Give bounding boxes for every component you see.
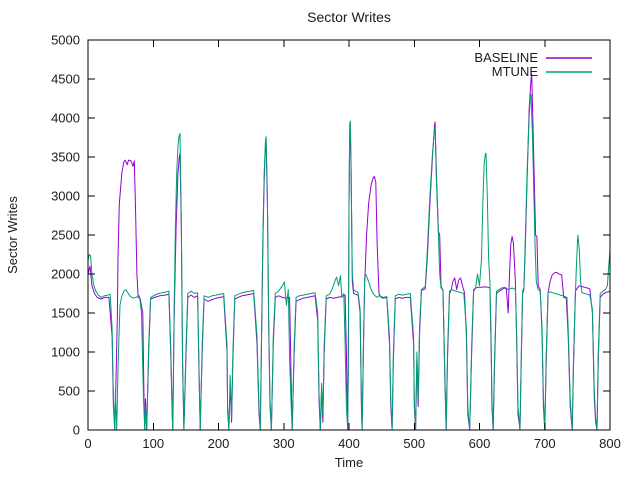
y-tick-label: 0 [73,423,80,438]
x-tick-label: 600 [469,436,491,451]
y-tick-label: 500 [58,384,80,399]
chart-title: Sector Writes [307,9,391,25]
legend-label-baseline: BASELINE [474,50,538,65]
x-tick-label: 0 [84,436,91,451]
y-tick-label: 2000 [51,267,80,282]
x-tick-label: 400 [338,436,360,451]
y-tick-label: 1500 [51,306,80,321]
y-axis-label: Sector Writes [5,196,20,274]
y-tick-label: 2500 [51,228,80,243]
x-tick-label: 100 [142,436,164,451]
axis-ticks: 0 100 200 300 400 500 600 700 800 0 500 1000 1500 200… [51,33,621,452]
y-tick-label: 5000 [51,33,80,48]
x-axis-label: Time [335,455,363,470]
x-tick-label: 300 [273,436,295,451]
x-tick-label: 200 [208,436,230,451]
legend-label-mtune: MTUNE [492,64,539,79]
y-tick-label: 4000 [51,111,80,126]
plot-border [87,39,611,431]
x-tick-label: 800 [599,436,621,451]
y-tick-label: 3000 [51,189,80,204]
x-tick-label: 700 [534,436,556,451]
y-tick-label: 1000 [51,345,80,360]
y-tick-label: 3500 [51,150,80,165]
x-tick-label: 500 [403,436,425,451]
y-tick-label: 4500 [51,72,80,87]
